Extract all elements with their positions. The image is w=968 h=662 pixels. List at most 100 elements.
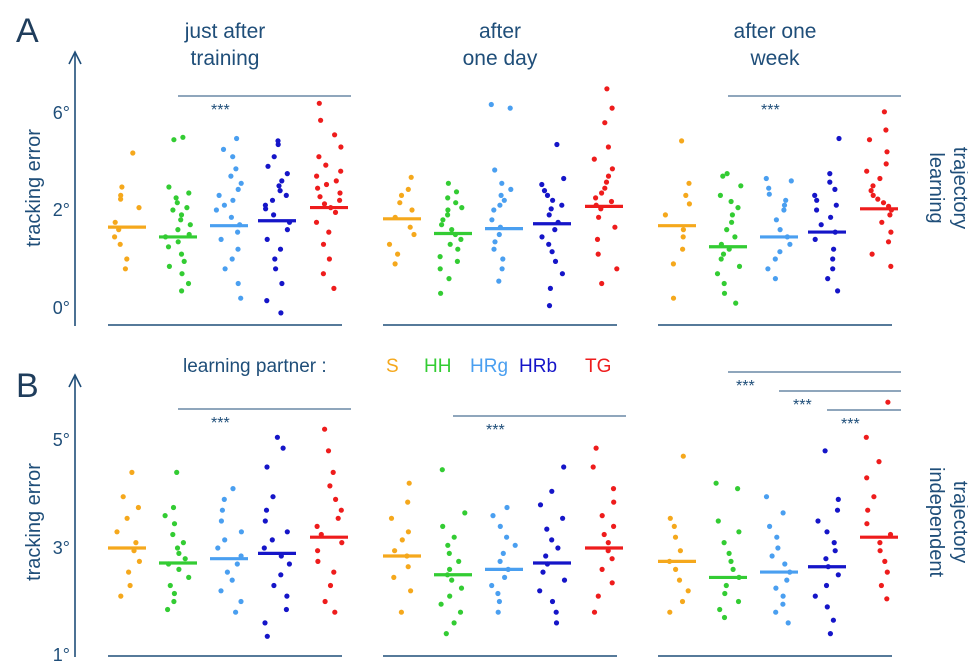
data-point-hrg — [216, 192, 222, 198]
data-point-hh — [720, 251, 727, 257]
y-axis-arrow — [68, 50, 82, 65]
data-point-hrg — [235, 280, 241, 287]
data-point-hh — [171, 590, 177, 597]
data-point-hrb — [275, 138, 281, 144]
data-point-hrb — [271, 212, 277, 218]
data-point-hrg — [774, 534, 780, 540]
data-point-hrb — [552, 258, 559, 264]
data-point-hrg — [238, 529, 244, 535]
data-point-hrb — [827, 179, 833, 185]
data-point-s — [112, 219, 118, 225]
data-point-hh — [728, 198, 734, 205]
data-point-hh — [180, 134, 186, 140]
data-point-hrb — [539, 181, 545, 188]
significance-stars: *** — [486, 422, 505, 439]
data-point-hh — [165, 606, 171, 613]
y-axis-label-a: tracking error — [23, 129, 45, 247]
data-point-hrg — [492, 239, 498, 245]
data-point-tg — [602, 120, 608, 126]
data-point-hrb — [835, 572, 841, 578]
data-point-s — [118, 192, 124, 198]
data-point-hrg — [230, 154, 236, 160]
data-point-hrg — [488, 101, 494, 108]
data-point-tg — [602, 185, 608, 191]
data-point-tg — [338, 507, 344, 513]
data-point-hrg — [775, 545, 781, 551]
data-point-s — [136, 558, 142, 565]
y-tick-label: 2° — [53, 200, 70, 220]
data-point-tg — [314, 523, 320, 530]
data-point-hrb — [833, 202, 839, 208]
data-point-s — [405, 564, 411, 570]
data-point-tg — [612, 224, 618, 230]
svg-text:trajectory: trajectory — [949, 481, 968, 563]
data-point-hrb — [262, 202, 268, 208]
data-point-s — [408, 174, 414, 180]
data-point-hrb — [544, 526, 550, 532]
data-point-hh — [729, 219, 735, 225]
data-point-hh — [717, 192, 724, 198]
data-point-tg — [332, 609, 338, 615]
data-point-tg — [883, 161, 889, 167]
svg-text:trajectory: trajectory — [949, 147, 968, 229]
data-point-hrg — [512, 542, 518, 548]
data-point-hh — [449, 227, 455, 233]
data-point-s — [405, 186, 411, 192]
data-point-hrg — [499, 266, 505, 272]
data-point-hrb — [835, 288, 841, 294]
data-point-s — [136, 205, 142, 211]
data-point-hh — [184, 205, 190, 211]
data-point-hh — [735, 598, 742, 605]
data-point-hrg — [767, 523, 773, 530]
data-point-hrb — [834, 507, 841, 513]
data-point-tg — [599, 513, 605, 519]
data-point-tg — [877, 175, 883, 182]
data-point-hh — [439, 467, 445, 473]
data-point-tg — [331, 285, 337, 291]
data-point-s — [683, 192, 689, 198]
data-point-hrg — [235, 229, 241, 235]
data-point-tg — [591, 609, 598, 615]
data-point-hrg — [491, 207, 497, 213]
panel-letter-a: A — [16, 12, 39, 50]
data-point-hrg — [228, 173, 234, 179]
data-point-hrb — [284, 227, 290, 233]
data-point-tg — [315, 548, 321, 554]
data-point-hrb — [284, 593, 290, 599]
data-point-hrb — [561, 464, 567, 470]
svg-text:after: after — [479, 20, 521, 43]
data-point-hrg — [221, 496, 227, 502]
data-point-hh — [171, 598, 177, 605]
data-point-s — [671, 523, 677, 530]
data-point-hrg — [229, 577, 235, 583]
data-point-hrg — [219, 507, 225, 513]
data-point-hrb — [836, 135, 842, 142]
data-point-hrb — [270, 494, 276, 500]
data-point-tg — [327, 483, 333, 489]
data-point-hrg — [233, 609, 239, 615]
data-point-tg — [870, 192, 876, 198]
data-point-hrg — [498, 192, 504, 198]
data-point-hrg — [772, 276, 779, 282]
data-point-hrb — [812, 593, 818, 599]
legend-item-hh: HH — [424, 356, 451, 377]
data-point-hh — [458, 236, 464, 242]
data-point-hrg — [782, 561, 788, 567]
data-point-hrb — [278, 572, 284, 578]
data-point-s — [135, 504, 141, 511]
data-point-hh — [721, 540, 727, 546]
data-point-hrg — [500, 256, 506, 262]
data-point-hrg — [495, 609, 501, 615]
data-point-hrb — [262, 518, 268, 524]
data-point-hrb — [822, 448, 828, 454]
data-point-hh — [438, 601, 444, 607]
data-point-hrg — [489, 582, 495, 589]
data-point-s — [397, 200, 403, 206]
data-point-hrb — [271, 582, 277, 589]
data-point-hrg — [496, 231, 502, 238]
data-point-hrb — [277, 188, 283, 194]
data-point-s — [686, 201, 693, 207]
data-point-hrg — [780, 510, 786, 516]
data-point-hh — [715, 518, 721, 524]
data-point-hrb — [537, 502, 544, 508]
